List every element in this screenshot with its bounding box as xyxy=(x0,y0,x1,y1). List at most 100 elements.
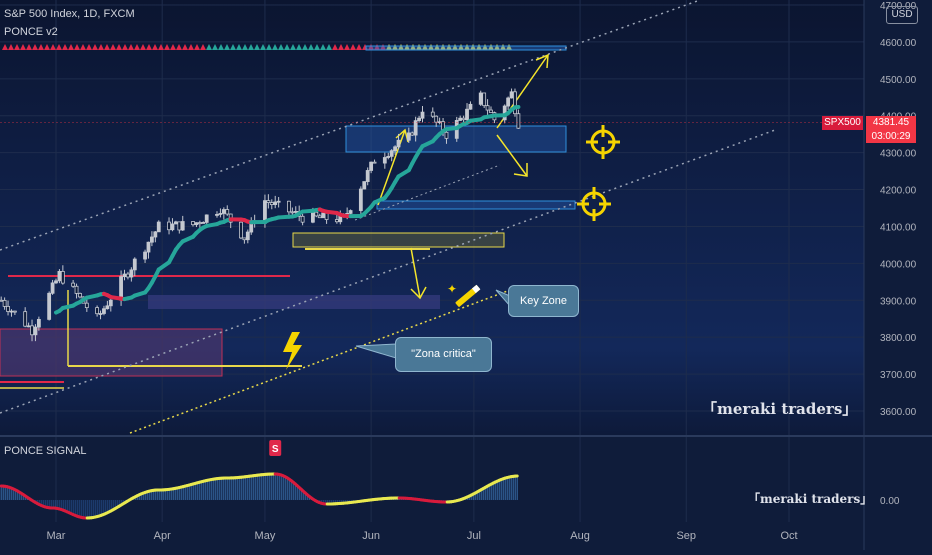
candle-body xyxy=(366,170,369,181)
signal-y-tick-label: 0.00 xyxy=(880,496,900,507)
candle-body xyxy=(335,220,338,222)
key-zone-callout[interactable]: Key Zone xyxy=(508,285,579,317)
candle-body xyxy=(486,106,489,110)
candle-body xyxy=(168,222,171,230)
price-tag-price: 4381.45 xyxy=(866,116,916,130)
candle-body xyxy=(315,212,318,216)
candle-body xyxy=(462,118,465,119)
candle-body xyxy=(34,327,37,335)
candle-body xyxy=(144,252,147,259)
y-tick-label: 4300.00 xyxy=(880,149,917,160)
candle-body xyxy=(510,92,513,98)
candle-body xyxy=(126,274,129,277)
candle-body xyxy=(109,300,112,306)
candle-body xyxy=(154,232,157,237)
candle-body xyxy=(239,222,242,238)
top-key-box xyxy=(366,46,566,50)
candle-body xyxy=(215,214,218,215)
y-tick-label: 4000.00 xyxy=(880,259,917,270)
candle-body xyxy=(85,303,88,307)
candle-body xyxy=(48,293,51,319)
candle-body xyxy=(171,224,174,230)
candle-body xyxy=(483,93,486,106)
candle-body xyxy=(222,210,225,214)
candle-body xyxy=(51,283,54,293)
candle-body xyxy=(195,223,198,225)
purple-support-zone xyxy=(0,329,222,376)
x-tick-label: Oct xyxy=(780,530,797,542)
candle-body xyxy=(301,216,304,222)
candle-body xyxy=(294,211,297,212)
candle-body xyxy=(287,201,290,212)
x-tick-label: Jun xyxy=(362,530,380,542)
candle-body xyxy=(517,114,520,129)
candle-body xyxy=(507,98,510,106)
y-tick-label: 3800.00 xyxy=(880,333,917,344)
candle-body xyxy=(198,223,201,224)
candle-body xyxy=(370,162,373,170)
candle-body xyxy=(291,212,294,213)
candle-body xyxy=(397,140,400,147)
candle-body xyxy=(407,133,410,140)
candle-body xyxy=(411,133,414,135)
candle-body xyxy=(99,314,102,315)
currency-badge[interactable]: USD xyxy=(886,6,918,24)
chart-title: S&P 500 Index, 1D, FXCM xyxy=(4,8,135,20)
candle-body xyxy=(219,213,222,214)
candle-body xyxy=(243,238,246,240)
candle-body xyxy=(130,270,133,277)
candle-body xyxy=(359,189,362,211)
candle-body xyxy=(274,202,277,205)
zona-critica-callout[interactable]: "Zona critica" xyxy=(395,337,492,372)
candle-body xyxy=(10,311,13,312)
candle-body xyxy=(150,237,153,242)
candle-body xyxy=(383,158,386,164)
candle-body xyxy=(363,182,366,189)
candle-body xyxy=(387,156,390,157)
x-tick-label: Sep xyxy=(676,530,696,542)
candle-body xyxy=(55,281,58,283)
candle-body xyxy=(202,222,205,223)
candle-body xyxy=(311,212,314,222)
candle-body xyxy=(72,283,75,286)
candle-body xyxy=(78,293,81,296)
candle-body xyxy=(394,147,397,151)
x-tick-label: Aug xyxy=(570,530,590,542)
candle-body xyxy=(75,286,78,293)
mid-key-box xyxy=(377,201,575,209)
candle-body xyxy=(349,211,352,214)
candle-body xyxy=(459,118,462,120)
candle-body xyxy=(37,319,40,327)
candle-body xyxy=(418,118,421,120)
y-tick-label: 4100.00 xyxy=(880,222,917,233)
x-tick-label: Mar xyxy=(47,530,66,542)
candle-body xyxy=(226,210,229,214)
y-tick-label: 4200.00 xyxy=(880,186,917,197)
candle-body xyxy=(421,112,424,118)
y-tick-label: 3600.00 xyxy=(880,407,917,418)
candle-body xyxy=(390,151,393,157)
y-tick-label: 4500.00 xyxy=(880,75,917,86)
watermark-signal: 「meraki traders」 xyxy=(748,490,872,507)
candle-body xyxy=(123,274,126,277)
candle-body xyxy=(466,109,469,119)
x-tick-label: Apr xyxy=(154,530,171,542)
x-tick-label: Jul xyxy=(467,530,481,542)
candle-body xyxy=(178,222,181,230)
price-tag-symbol: SPX500 xyxy=(822,116,863,130)
candle-body xyxy=(7,306,10,311)
y-tick-label: 3700.00 xyxy=(880,370,917,381)
candle-body xyxy=(373,162,376,163)
candle-body xyxy=(3,300,6,306)
candle-body xyxy=(0,300,3,301)
candle-body xyxy=(102,309,105,314)
candle-body xyxy=(106,306,109,309)
candle-body xyxy=(58,271,61,280)
candle-body xyxy=(431,112,434,116)
candle-body xyxy=(147,242,150,252)
purple-mid-zone xyxy=(148,295,440,309)
candle-body xyxy=(270,203,273,205)
candle-body xyxy=(181,222,184,230)
